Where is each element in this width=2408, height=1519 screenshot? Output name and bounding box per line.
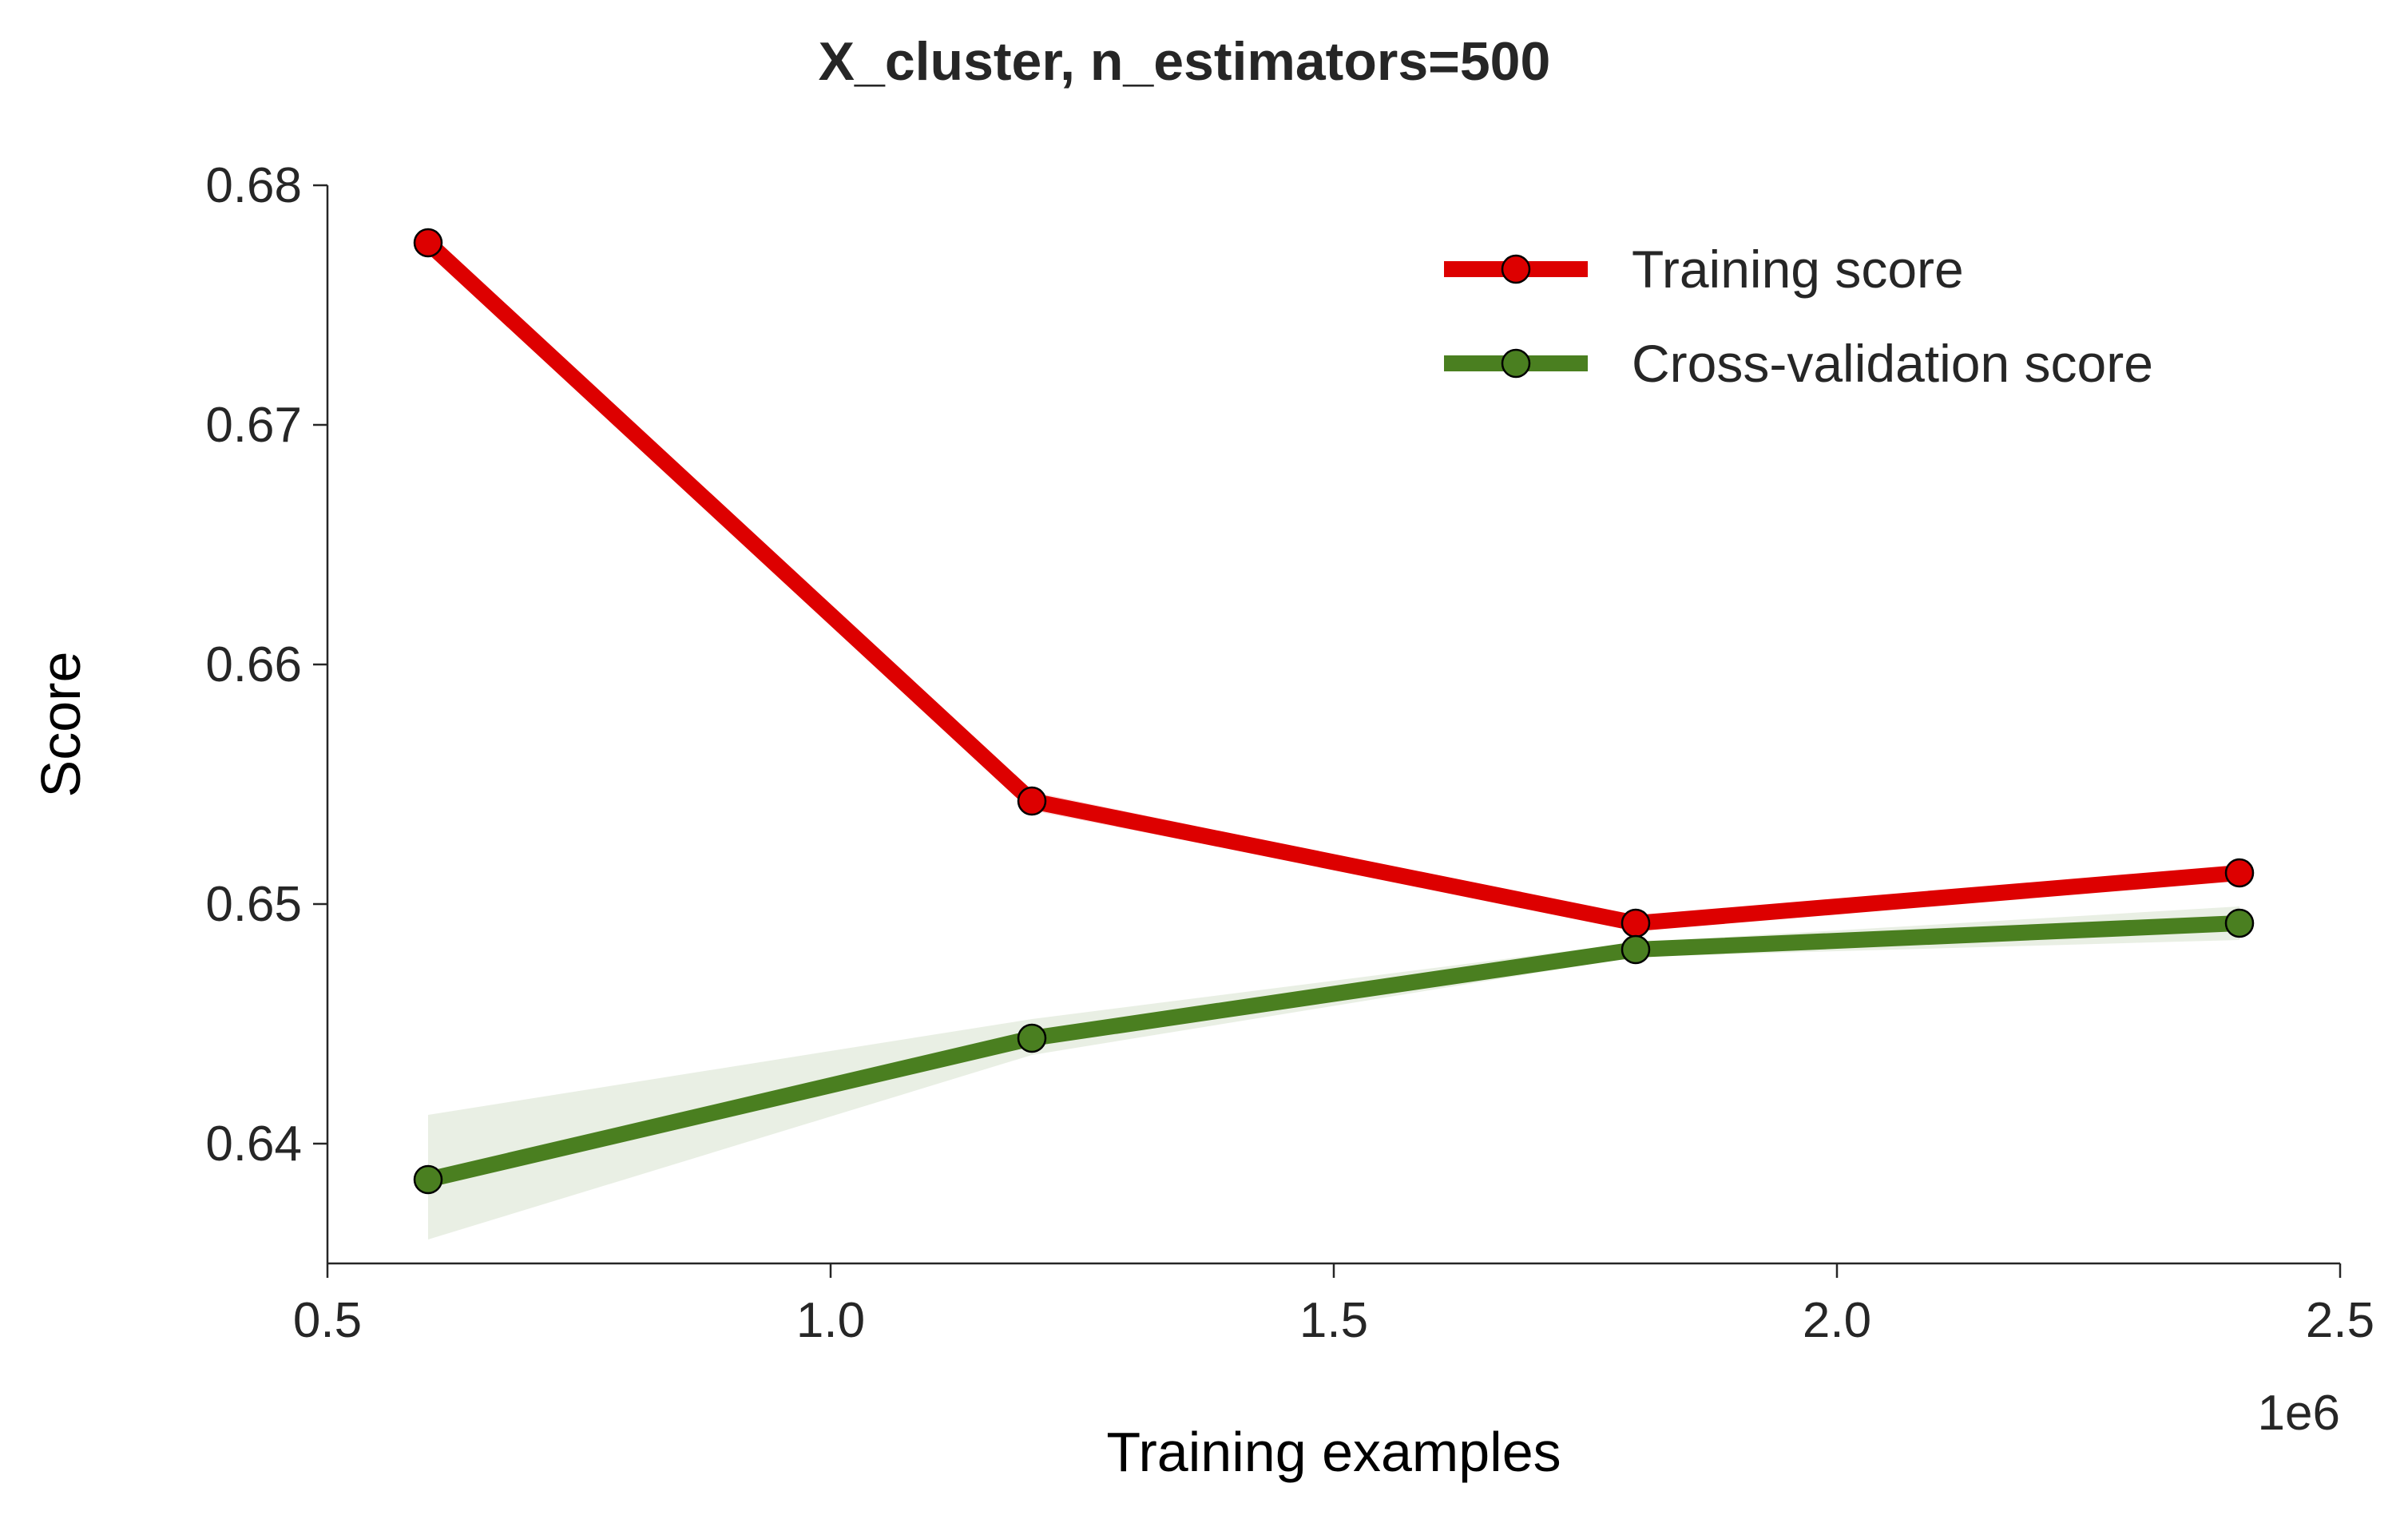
cross-validation-score-point	[1017, 1023, 1047, 1053]
y-tick-label: 0.68	[205, 158, 302, 213]
cross-validation-score-band	[428, 906, 2239, 1239]
x-axis-label: Training examples	[1106, 1421, 1561, 1483]
training-score-point	[413, 228, 443, 258]
y-tick-label: 0.66	[205, 637, 302, 692]
training-score-legend-marker	[1501, 254, 1531, 284]
training-score-point	[2224, 858, 2255, 888]
x-tick-label: 1.5	[1299, 1293, 1368, 1348]
cross-validation-score-line	[426, 915, 2240, 1188]
x-tick-label: 1.0	[796, 1293, 865, 1348]
series-lines	[422, 236, 2240, 1188]
y-axis-ticks: 0.64 0.65 0.66 0.67 0.68	[205, 158, 327, 1172]
x-axis-ticks: 0.5 1.0 1.5 2.0 2.5	[293, 1263, 2374, 1348]
y-axis-label: Score	[30, 652, 92, 798]
cross-validation-score-point	[1621, 934, 1651, 965]
chart-title: X_cluster, n_estimators=500	[819, 31, 1551, 92]
x-tick-label: 2.5	[2306, 1293, 2374, 1348]
training-score-line	[422, 236, 2240, 931]
x-axis-offset-label: 1e6	[2258, 1386, 2340, 1441]
cross-validation-score-point	[2224, 908, 2255, 938]
cross-validation-score-point	[413, 1164, 443, 1195]
legend: Training score Cross-validation score	[1444, 240, 2153, 393]
training-score-legend-label: Training score	[1632, 240, 1964, 299]
cross-validation-score-legend-marker	[1501, 348, 1531, 379]
y-tick-label: 0.65	[205, 877, 302, 932]
x-tick-label: 2.0	[1803, 1293, 1871, 1348]
y-tick-label: 0.64	[205, 1116, 302, 1172]
training-score-point	[1621, 908, 1651, 938]
series-markers	[413, 228, 2255, 1195]
y-tick-label: 0.67	[205, 398, 302, 453]
training-score-point	[1017, 786, 1047, 816]
confidence-bands	[428, 243, 2239, 1239]
x-tick-label: 0.5	[293, 1293, 362, 1348]
cross-validation-score-legend-label: Cross-validation score	[1632, 334, 2153, 393]
